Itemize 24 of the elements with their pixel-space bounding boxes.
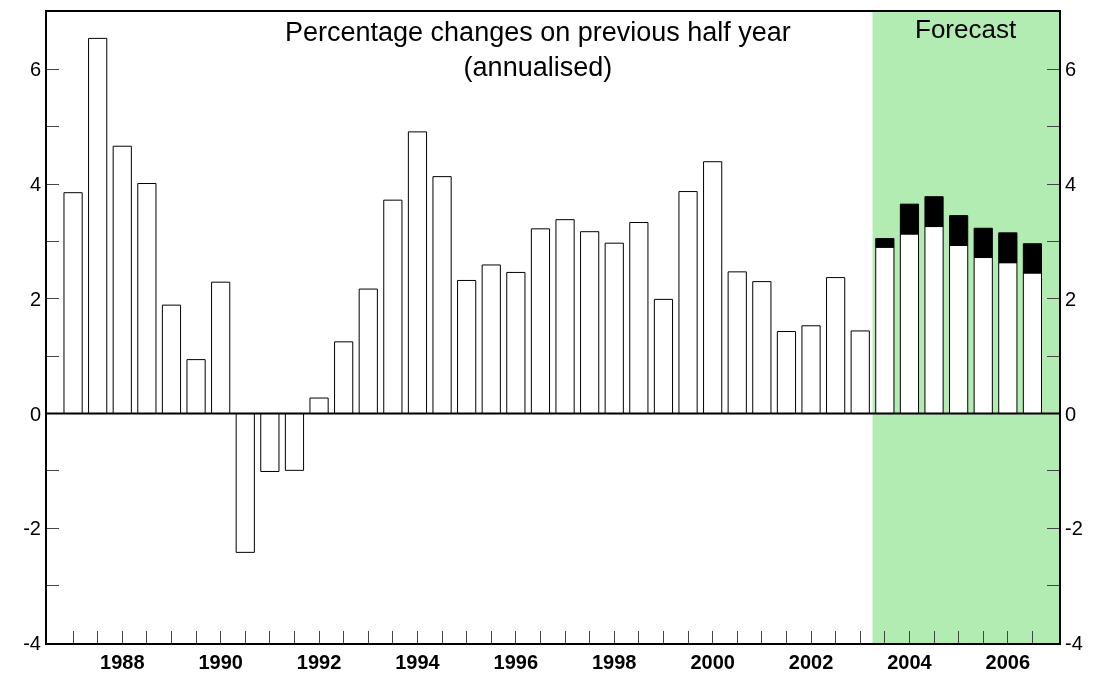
x-tick-label: 1994 <box>395 651 441 673</box>
y2-tick-label: -4 <box>1065 632 1083 654</box>
y-tick-label: 2 <box>29 287 41 310</box>
y-tick-label: -2 <box>23 517 41 540</box>
x-tick-label: 1992 <box>296 651 342 673</box>
text: Percentage changes on previous half year (annualised) <box>285 17 791 83</box>
y2-tick-label: 4 <box>1065 173 1077 196</box>
y-tick-label: -4 <box>23 632 41 654</box>
x-tick-label: 1998 <box>592 651 637 673</box>
y-tick-label: 0 <box>29 402 41 425</box>
x-tick-label: 1996 <box>493 651 539 673</box>
x-tick-label: 2000 <box>690 651 735 673</box>
x-tick-label: 2004 <box>887 651 933 673</box>
y2-tick-label: -2 <box>1065 517 1083 540</box>
y-tick-label: 4 <box>29 173 41 196</box>
y2-tick-label: 2 <box>1065 287 1077 310</box>
y-tick-label: 6 <box>29 58 41 81</box>
x-tick-label: 2002 <box>788 651 834 673</box>
x-tick-label: 1988 <box>100 651 145 673</box>
band-label: Forecast <box>915 14 1017 44</box>
x-tick-label: 1990 <box>198 651 243 673</box>
y2-tick-label: 0 <box>1065 402 1077 425</box>
y2-tick-label: 6 <box>1065 58 1077 81</box>
x-tick-label: 2006 <box>985 651 1031 673</box>
